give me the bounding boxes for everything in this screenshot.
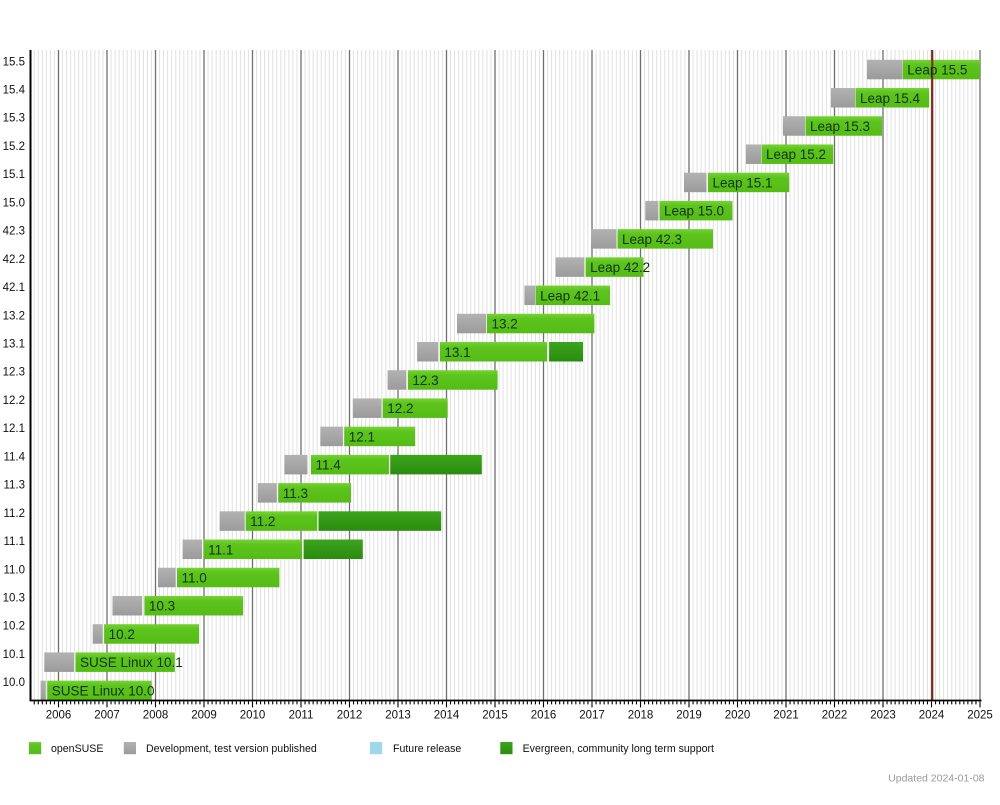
- svg-text:10.3: 10.3: [3, 592, 25, 604]
- svg-text:Future release: Future release: [393, 743, 461, 755]
- svg-text:2015: 2015: [482, 710, 508, 722]
- svg-text:10.3: 10.3: [149, 599, 175, 614]
- svg-text:42.1: 42.1: [3, 282, 25, 294]
- svg-text:2024: 2024: [919, 710, 945, 722]
- svg-text:15.3: 15.3: [3, 113, 25, 125]
- svg-text:15.1: 15.1: [3, 169, 25, 181]
- svg-text:13.1: 13.1: [3, 339, 25, 351]
- svg-text:11.2: 11.2: [250, 514, 275, 529]
- svg-text:11.0: 11.0: [3, 564, 25, 576]
- svg-text:Leap 15.2: Leap 15.2: [766, 147, 826, 162]
- svg-text:Leap 42.2: Leap 42.2: [590, 260, 650, 275]
- svg-text:11.2: 11.2: [3, 508, 25, 520]
- svg-text:13.2: 13.2: [492, 317, 518, 332]
- svg-text:2009: 2009: [191, 710, 217, 722]
- svg-text:11.0: 11.0: [182, 571, 207, 586]
- svg-text:11.3: 11.3: [283, 486, 308, 501]
- svg-text:2006: 2006: [46, 710, 72, 722]
- svg-text:11.4: 11.4: [3, 451, 25, 463]
- svg-text:2023: 2023: [870, 710, 896, 722]
- svg-text:12.1: 12.1: [3, 423, 25, 435]
- svg-text:2011: 2011: [289, 710, 314, 722]
- svg-text:15.0: 15.0: [3, 197, 25, 209]
- svg-text:10.2: 10.2: [3, 621, 25, 633]
- svg-text:2016: 2016: [531, 710, 557, 722]
- svg-text:13.2: 13.2: [3, 310, 25, 322]
- svg-text:2020: 2020: [725, 710, 751, 722]
- svg-text:12.2: 12.2: [3, 395, 25, 407]
- svg-text:42.3: 42.3: [3, 226, 25, 238]
- svg-text:2021: 2021: [773, 710, 799, 722]
- svg-text:42.2: 42.2: [3, 254, 25, 266]
- svg-text:Leap 42.1: Leap 42.1: [540, 288, 600, 303]
- svg-text:Development, test version publ: Development, test version published: [146, 743, 317, 755]
- svg-text:Leap 15.3: Leap 15.3: [810, 119, 870, 134]
- svg-text:2008: 2008: [143, 710, 169, 722]
- svg-text:2012: 2012: [337, 710, 363, 722]
- svg-text:2013: 2013: [385, 710, 411, 722]
- svg-text:12.3: 12.3: [3, 367, 25, 379]
- svg-text:11.3: 11.3: [3, 480, 25, 492]
- svg-text:11.1: 11.1: [208, 542, 233, 557]
- svg-text:15.5: 15.5: [3, 56, 25, 68]
- svg-text:2017: 2017: [579, 710, 605, 722]
- svg-text:10.1: 10.1: [3, 649, 25, 661]
- svg-text:openSUSE: openSUSE: [51, 743, 103, 755]
- svg-text:SUSE Linux 10.1: SUSE Linux 10.1: [80, 655, 183, 670]
- svg-text:Leap 15.4: Leap 15.4: [860, 91, 921, 106]
- svg-text:12.3: 12.3: [412, 373, 438, 388]
- svg-text:12.2: 12.2: [387, 401, 413, 416]
- svg-text:2025: 2025: [967, 710, 993, 722]
- svg-text:Updated 2024-01-08: Updated 2024-01-08: [888, 773, 984, 785]
- svg-text:2010: 2010: [240, 710, 266, 722]
- svg-text:Evergreen, community long term: Evergreen, community long term support: [523, 743, 714, 755]
- svg-text:2022: 2022: [822, 710, 848, 722]
- svg-text:11.4: 11.4: [316, 458, 342, 473]
- svg-text:2018: 2018: [628, 710, 654, 722]
- svg-text:15.4: 15.4: [3, 85, 26, 97]
- svg-text:2014: 2014: [434, 710, 460, 722]
- svg-text:13.1: 13.1: [444, 345, 470, 360]
- svg-text:Leap 42.3: Leap 42.3: [622, 232, 682, 247]
- svg-text:2007: 2007: [94, 710, 120, 722]
- svg-text:10.2: 10.2: [109, 627, 135, 642]
- svg-text:10.0: 10.0: [3, 677, 25, 689]
- svg-text:Leap 15.5: Leap 15.5: [907, 63, 967, 78]
- svg-text:2019: 2019: [676, 710, 702, 722]
- svg-text:11.1: 11.1: [3, 536, 25, 548]
- svg-text:SUSE Linux 10.0: SUSE Linux 10.0: [52, 683, 155, 698]
- svg-text:Leap 15.1: Leap 15.1: [713, 175, 773, 190]
- svg-text:Leap 15.0: Leap 15.0: [664, 204, 724, 219]
- svg-text:12.1: 12.1: [349, 429, 375, 444]
- svg-text:15.2: 15.2: [3, 141, 25, 153]
